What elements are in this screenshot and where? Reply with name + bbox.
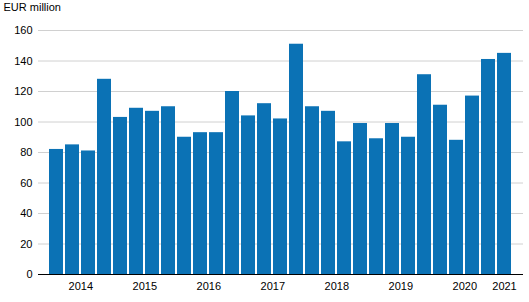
svg-text:20: 20 [20, 238, 32, 250]
svg-text:40: 40 [20, 207, 32, 219]
svg-text:100: 100 [14, 116, 32, 128]
svg-text:EUR million: EUR million [4, 1, 61, 13]
svg-text:2020: 2020 [453, 280, 477, 292]
svg-text:160: 160 [14, 24, 32, 36]
svg-text:2021: 2021 [492, 280, 516, 292]
svg-text:60: 60 [20, 177, 32, 189]
svg-text:80: 80 [20, 146, 32, 158]
svg-text:2018: 2018 [325, 280, 349, 292]
svg-text:2017: 2017 [261, 280, 285, 292]
svg-text:140: 140 [14, 55, 32, 67]
svg-text:2016: 2016 [197, 280, 221, 292]
svg-text:2019: 2019 [389, 280, 413, 292]
svg-text:120: 120 [14, 85, 32, 97]
svg-text:2015: 2015 [133, 280, 157, 292]
svg-text:0: 0 [26, 268, 32, 280]
svg-text:2014: 2014 [69, 280, 93, 292]
